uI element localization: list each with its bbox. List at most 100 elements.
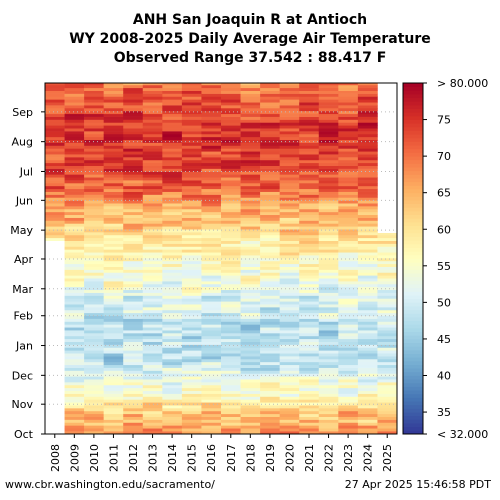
heatmap-cell: [338, 191, 359, 195]
heatmap-cell: [357, 321, 378, 325]
heatmap-cell: [201, 358, 222, 363]
heatmap-cell: [142, 183, 163, 187]
heatmap-cell: [221, 211, 241, 216]
colorbar-swatch: [403, 229, 423, 234]
heatmap-cell: [84, 194, 104, 198]
heatmap-cell: [318, 333, 339, 337]
heatmap-cell: [338, 133, 359, 138]
heatmap-cell: [201, 402, 222, 406]
heatmap-cell: [240, 376, 261, 380]
heatmap-cell: [201, 364, 222, 368]
heatmap-cell: [318, 133, 339, 138]
heatmap-cell: [338, 399, 359, 403]
heatmap-cell: [181, 405, 202, 409]
heatmap-cell: [260, 422, 280, 426]
heatmap-cell: [299, 333, 320, 337]
heatmap-cell: [240, 324, 261, 328]
heatmap-cell: [181, 408, 202, 412]
heatmap-cell: [84, 110, 104, 115]
heatmap-cell: [123, 344, 144, 348]
heatmap-cell: [162, 275, 183, 279]
heatmap-cell: [279, 330, 300, 334]
heatmap-cell: [64, 373, 85, 377]
heatmap-cell: [162, 356, 183, 360]
heatmap-cell: [357, 183, 378, 187]
heatmap-cell: [123, 102, 144, 106]
heatmap-cell: [162, 133, 183, 138]
heatmap-cell: [162, 211, 183, 216]
heatmap-cell: [181, 275, 202, 279]
heatmap-cell: [142, 382, 163, 386]
heatmap-cell: [162, 347, 183, 351]
heatmap-cell: [64, 387, 85, 392]
heatmap-cell: [279, 108, 300, 112]
heatmap-cell: [84, 422, 104, 426]
heatmap-cell: [201, 419, 222, 423]
heatmap-cell: [377, 234, 398, 239]
heatmap-cell: [357, 298, 378, 302]
heatmap-cell: [123, 272, 144, 276]
heatmap-cell: [260, 295, 280, 299]
heatmap-cell: [84, 243, 104, 247]
heatmap-cell: [318, 304, 339, 308]
colorbar-swatch: [403, 349, 423, 354]
heatmap-cell: [84, 408, 104, 412]
colorbar-swatch: [403, 214, 423, 219]
footer-url[interactable]: www.cbr.washington.edu/sacramento/: [5, 478, 215, 491]
heatmap-cell: [64, 318, 85, 322]
heatmap-cell: [260, 258, 280, 262]
heatmap-cell: [162, 183, 183, 187]
heatmap-cell: [240, 286, 261, 291]
heatmap-cell: [240, 402, 261, 406]
heatmap-cell: [162, 408, 183, 412]
heatmap-cell: [279, 217, 300, 221]
heatmap-cell: [84, 162, 104, 166]
x-tick-label: 2024: [362, 444, 375, 472]
heatmap-cell: [260, 237, 280, 241]
heatmap-cell: [338, 425, 359, 429]
heatmap-cell: [142, 234, 163, 239]
heatmap-cell: [123, 390, 144, 394]
heatmap-cell: [357, 330, 378, 334]
heatmap-cell: [299, 136, 320, 141]
heatmap-cell: [338, 344, 359, 348]
heatmap-cell: [162, 367, 183, 371]
heatmap-cell: [181, 203, 202, 207]
heatmap-cell: [357, 191, 378, 195]
heatmap-cell: [142, 286, 163, 291]
heatmap-cell: [64, 255, 85, 259]
heatmap-cell: [240, 327, 261, 331]
heatmap-cell: [103, 376, 124, 380]
heatmap-cell: [318, 177, 339, 181]
heatmap-cell: [260, 402, 280, 406]
heatmap-cell: [357, 174, 378, 178]
heatmap-cell: [377, 364, 398, 368]
heatmap-cell: [201, 327, 222, 331]
heatmap-cell: [318, 229, 339, 233]
heatmap-cell: [64, 269, 85, 273]
heatmap-cell: [123, 309, 144, 314]
heatmap-cell: [357, 113, 378, 117]
heatmap-cell: [260, 413, 280, 417]
heatmap-cell: [123, 405, 144, 409]
heatmap-cell: [240, 194, 261, 198]
heatmap-cell: [299, 148, 320, 152]
heatmap-cell: [260, 252, 280, 256]
heatmap-cell: [240, 185, 261, 190]
heatmap-cell: [338, 102, 359, 106]
heatmap-cell: [45, 177, 65, 181]
heatmap-cell: [377, 379, 398, 383]
heatmap-cell: [142, 353, 163, 357]
heatmap-cell: [162, 260, 183, 265]
heatmap-cell: [240, 208, 261, 213]
heatmap-cell: [103, 90, 124, 94]
heatmap-cell: [299, 249, 320, 253]
heatmap-cell: [338, 185, 359, 190]
heatmap-cell: [201, 96, 222, 100]
heatmap-cell: [45, 157, 65, 161]
colorbar-swatch: [403, 83, 423, 88]
heatmap-cell: [318, 145, 339, 149]
heatmap-cell: [142, 402, 163, 406]
heatmap-cell: [240, 119, 261, 123]
